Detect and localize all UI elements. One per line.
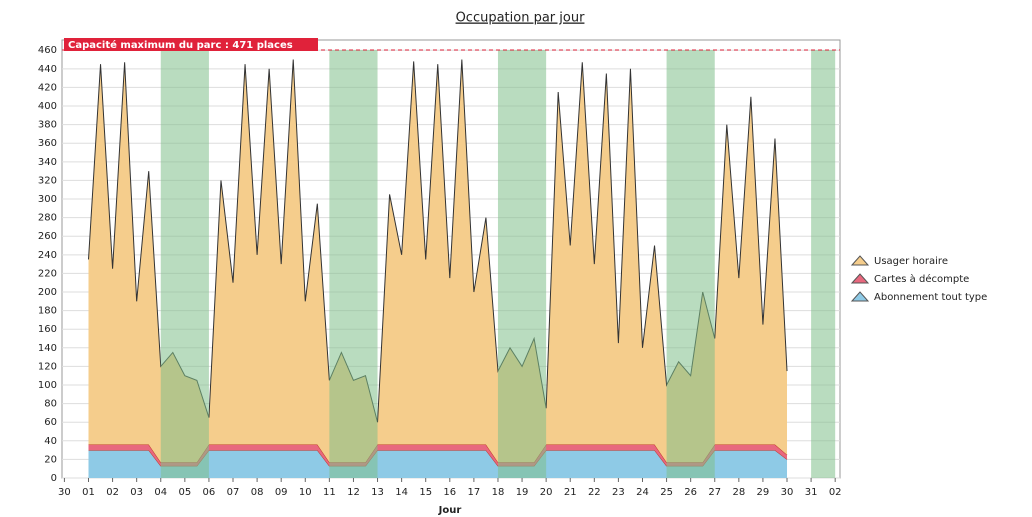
x-tick-label: 29 (757, 487, 770, 498)
y-tick-label: 260 (38, 231, 57, 242)
x-tick-label: 09 (275, 487, 288, 498)
weekend-band (497, 50, 547, 478)
x-tick-label: 02 (829, 487, 842, 498)
x-tick-label: 13 (371, 487, 384, 498)
x-tick-label: 30 (781, 487, 794, 498)
y-tick-label: 280 (38, 213, 57, 224)
x-tick-label: 02 (106, 487, 119, 498)
y-tick-label: 20 (44, 454, 57, 465)
x-tick-label: 28 (732, 487, 745, 498)
legend-label: Cartes à décompte (874, 273, 969, 285)
weekend-band (160, 50, 209, 478)
capacity-label-bg (64, 38, 318, 51)
legend-swatch (850, 273, 870, 284)
y-tick-label: 140 (38, 343, 57, 354)
x-tick-label: 10 (299, 487, 312, 498)
y-tick-label: 300 (38, 194, 57, 205)
chart-title: Occupation par jour (456, 11, 586, 26)
x-tick-label: 12 (347, 487, 360, 498)
x-tick-label: 27 (708, 487, 721, 498)
y-tick-label: 360 (38, 138, 57, 149)
y-tick-label: 420 (38, 82, 57, 93)
y-tick-label: 460 (38, 45, 57, 56)
area (88, 444, 788, 466)
y-tick-label: 180 (38, 306, 57, 317)
x-tick-label: 31 (805, 487, 818, 498)
area (88, 450, 788, 478)
capacity-label: Capacité maximum du parc : 471 places (68, 39, 293, 51)
x-tick-label: 17 (468, 487, 481, 498)
y-tick-label: 100 (38, 380, 57, 391)
x-tick-label: 07 (227, 487, 240, 498)
x-tick-label: 30 (58, 487, 71, 498)
x-tick-label: 15 (419, 487, 432, 498)
weekend-band (811, 50, 836, 478)
x-tick-label: 01 (82, 487, 95, 498)
weekend-band (666, 50, 715, 478)
x-tick-label: 25 (660, 487, 673, 498)
y-tick-label: 60 (44, 417, 57, 428)
x-tick-label: 18 (492, 487, 505, 498)
y-tick-label: 80 (44, 399, 57, 410)
y-tick-label: 340 (38, 157, 57, 168)
x-tick-label: 11 (323, 487, 336, 498)
x-tick-label: 21 (564, 487, 577, 498)
legend-label: Abonnement tout type (874, 292, 987, 303)
x-tick-label: 14 (395, 487, 408, 498)
weekend-band (329, 50, 378, 478)
x-tick-label: 19 (516, 487, 529, 498)
y-tick-label: 200 (38, 287, 57, 298)
x-tick-label: 24 (636, 487, 649, 498)
x-axis-label: Jour (438, 505, 462, 516)
x-tick-label: 23 (612, 487, 625, 498)
x-tick-label: 22 (588, 487, 601, 498)
y-tick-label: 120 (38, 361, 57, 372)
x-tick-label: 08 (251, 487, 264, 498)
x-tick-label: 03 (130, 487, 143, 498)
y-tick-label: 240 (38, 250, 57, 261)
y-tick-label: 320 (38, 175, 57, 186)
y-tick-label: 400 (38, 101, 57, 112)
y-tick-label: 160 (38, 324, 57, 335)
x-tick-label: 16 (443, 487, 456, 498)
y-tick-label: 380 (38, 120, 57, 131)
y-tick-label: 440 (38, 64, 57, 75)
area (88, 59, 788, 463)
x-tick-label: 20 (540, 487, 553, 498)
y-tick-label: 40 (44, 436, 57, 447)
y-tick-label: 220 (38, 268, 57, 279)
x-tick-label: 05 (178, 487, 191, 498)
legend-swatch (850, 255, 870, 266)
x-tick-label: 04 (154, 487, 167, 498)
legend-swatch (850, 291, 870, 302)
x-tick-label: 26 (684, 487, 697, 498)
y-tick-label: 0 (51, 473, 57, 484)
x-tick-label: 06 (203, 487, 216, 498)
legend-label: Usager horaire (874, 256, 948, 267)
